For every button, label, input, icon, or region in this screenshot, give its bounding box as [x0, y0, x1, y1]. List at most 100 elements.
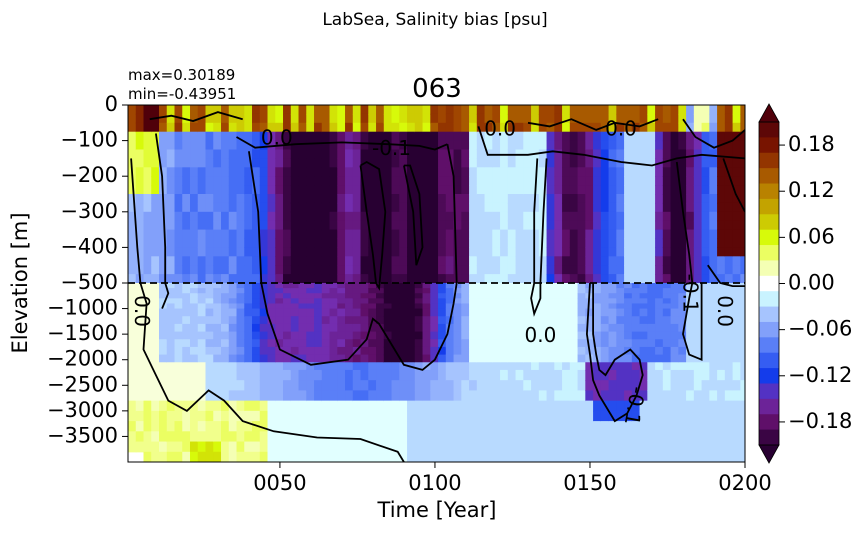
heatmap-cell — [554, 202, 563, 213]
heatmap-cell — [507, 185, 517, 195]
heatmap-cell — [174, 346, 183, 356]
heatmap-cell — [174, 316, 183, 325]
heatmap-cell — [422, 229, 431, 240]
heatmap-cell — [624, 316, 633, 325]
heatmap-cell — [321, 339, 331, 348]
heatmap-cell — [205, 303, 214, 310]
heatmap-cell — [538, 176, 548, 186]
heatmap-cell — [166, 247, 176, 257]
heatmap-cell — [484, 220, 493, 231]
heatmap-cell — [143, 185, 152, 195]
heatmap-cell — [686, 220, 695, 231]
heatmap-cell — [724, 451, 734, 462]
heatmap-cell — [399, 131, 408, 142]
heatmap-cell — [616, 140, 625, 151]
heatmap-cell — [275, 283, 284, 289]
heatmap-cell — [259, 331, 269, 340]
heatmap-cell — [228, 346, 238, 356]
heatmap-cell — [724, 441, 734, 453]
heatmap-cell — [376, 362, 385, 371]
heatmap-cell — [608, 229, 617, 240]
heatmap-cell — [469, 293, 478, 299]
heatmap-cell — [469, 400, 478, 412]
heatmap-cell — [360, 202, 369, 213]
heatmap-cell — [686, 202, 695, 213]
heatmap-cell — [236, 122, 245, 133]
heatmap-cell — [252, 380, 261, 391]
heatmap-cell — [252, 274, 261, 284]
heatmap-cell — [515, 431, 524, 443]
heatmap-cell — [190, 441, 199, 453]
heatmap-cell — [461, 354, 470, 363]
heatmap-cell — [670, 185, 679, 195]
heatmap-cell — [221, 308, 230, 317]
heatmap-cell — [538, 122, 548, 133]
heatmap-cell — [608, 308, 617, 317]
heatmap-cell — [461, 265, 470, 275]
heatmap-cell — [717, 122, 726, 133]
heatmap-cell — [135, 202, 145, 213]
heatmap-cell — [585, 380, 594, 391]
heatmap-cell — [469, 331, 478, 340]
heatmap-cell — [306, 421, 315, 432]
heatmap-cell — [205, 140, 214, 151]
heatmap-cell — [732, 247, 741, 257]
heatmap-cell — [693, 238, 703, 248]
heatmap-cell — [577, 331, 586, 340]
heatmap-cell — [500, 194, 509, 204]
heatmap-cell — [717, 194, 726, 204]
heatmap-cell — [399, 441, 408, 453]
heatmap-cell — [484, 380, 493, 391]
heatmap-cell — [686, 390, 695, 402]
heatmap-cell — [290, 202, 300, 213]
heatmap-cell — [228, 316, 238, 325]
heatmap-cell — [314, 211, 323, 222]
heatmap-cell — [701, 211, 710, 222]
heatmap-cell — [159, 390, 168, 402]
colorbar-segment — [759, 429, 779, 446]
heatmap-cell — [352, 308, 362, 317]
heatmap-cell — [252, 220, 261, 231]
heatmap-cell — [197, 293, 207, 299]
heatmap-cell — [321, 220, 331, 231]
heatmap-cell — [329, 185, 338, 195]
heatmap-cell — [492, 158, 501, 168]
heatmap-cell — [283, 288, 292, 294]
heatmap-cell — [430, 369, 439, 381]
heatmap-cell — [298, 431, 307, 443]
heatmap-cell — [476, 362, 486, 371]
heatmap-cell — [228, 283, 238, 289]
heatmap-cell — [608, 339, 617, 348]
heatmap-cell — [128, 122, 137, 133]
heatmap-cell — [562, 421, 571, 432]
heatmap-cell — [577, 410, 586, 422]
heatmap-cell — [717, 113, 726, 124]
heatmap-cell — [523, 113, 532, 124]
heatmap-cell — [182, 105, 191, 115]
heatmap-cell — [732, 105, 741, 115]
heatmap-cell — [662, 202, 672, 213]
heatmap-cell — [740, 158, 745, 168]
heatmap-cell — [600, 339, 610, 348]
heatmap-cell — [616, 202, 625, 213]
heatmap-cell — [267, 167, 276, 177]
heatmap-cell — [182, 331, 191, 340]
heatmap-cell — [476, 346, 486, 356]
heatmap-cell — [314, 339, 323, 348]
heatmap-cell — [197, 400, 207, 412]
heatmap-cell — [244, 122, 253, 133]
heatmap-cell — [414, 229, 424, 240]
heatmap-cell — [283, 339, 292, 348]
heatmap-cell — [476, 122, 486, 133]
heatmap-cell — [492, 339, 501, 348]
heatmap-cell — [182, 238, 191, 248]
heatmap-cell — [244, 354, 253, 363]
heatmap-cell — [515, 238, 524, 248]
heatmap-cell — [306, 390, 315, 402]
heatmap-cell — [283, 354, 292, 363]
heatmap-cell — [740, 265, 745, 275]
heatmap-cell — [143, 303, 152, 310]
heatmap-cell — [128, 149, 137, 159]
heatmap-cell — [709, 167, 718, 177]
heatmap-cell — [515, 220, 524, 231]
